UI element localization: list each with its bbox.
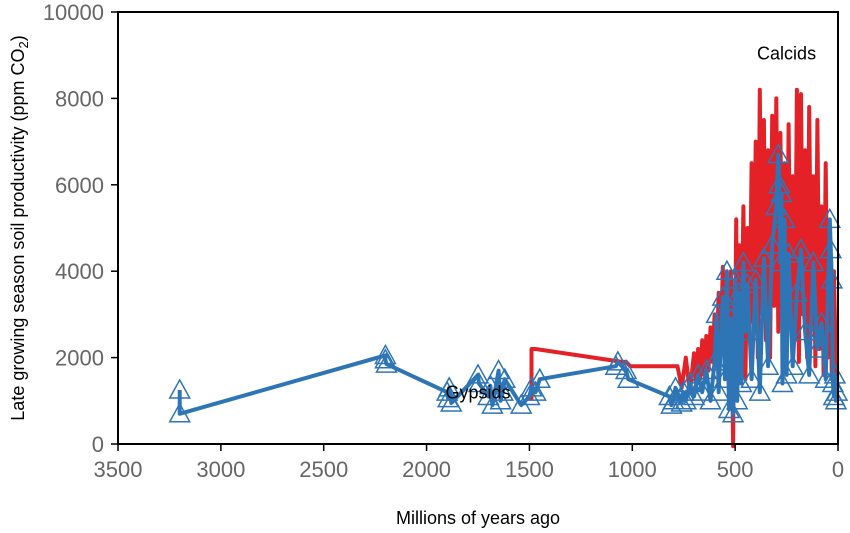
data-point-triangle: [767, 143, 790, 164]
annotation-label: Calcids: [757, 44, 816, 64]
data-point-triangle: [797, 363, 821, 384]
data-point-triangle: [168, 378, 191, 399]
data-point-triangle: [806, 337, 829, 358]
y-axis-title: Late growing season soil productivity (p…: [8, 35, 31, 420]
data-point-triangle: [528, 367, 551, 388]
y-tick-label: 10000: [43, 0, 104, 25]
x-tick-label: 0: [832, 457, 844, 482]
series-line-gypsids: [177, 152, 839, 416]
data-point-triangle: [670, 391, 693, 412]
x-tick-label: 500: [717, 457, 754, 482]
data-point-triangle: [793, 320, 817, 341]
data-point-triangle: [768, 173, 791, 194]
data-point-triangle: [374, 343, 397, 365]
data-point-triangle: [467, 371, 491, 393]
data-point-triangle: [616, 367, 640, 388]
data-point-triangle: [752, 246, 776, 267]
data-point-triangle: [725, 389, 749, 410]
data-point-triangle: [744, 268, 767, 289]
data-point-triangle: [466, 363, 490, 384]
y-tick-label: 8000: [55, 86, 104, 111]
data-point-triangle: [703, 350, 726, 371]
data-point-triangle: [439, 391, 463, 412]
data-point-triangle: [707, 380, 730, 401]
data-point-triangle: [524, 380, 547, 401]
data-point-triangle: [756, 354, 780, 375]
x-tick-label: 3000: [196, 457, 245, 482]
data-point-triangle: [765, 194, 788, 216]
data-point-triangle: [491, 380, 514, 401]
x-tick-label: 2500: [299, 457, 348, 482]
y-tick-label: 6000: [55, 173, 104, 198]
data-point-triangle: [732, 251, 755, 272]
data-point-triangle: [736, 272, 759, 293]
data-point-triangle: [785, 281, 809, 302]
data-point-triangle: [606, 350, 630, 371]
y-axis-title-main: Late growing season soil productivity (p…: [8, 49, 28, 421]
y-tick-label: 0: [92, 432, 104, 457]
data-point-triangle: [818, 207, 842, 229]
x-tick-label: 1000: [608, 457, 657, 482]
data-point-triangle: [168, 402, 191, 423]
x-axis-title: Millions of years ago: [396, 508, 560, 528]
data-point-triangle: [711, 285, 735, 306]
data-point-triangle: [825, 380, 849, 401]
data-point-triangle: [487, 359, 510, 380]
series-layer: [177, 87, 839, 449]
data-point-triangle: [715, 259, 739, 280]
data-point-triangle: [773, 207, 796, 229]
y-axis-ticks: 0 2000 4000 6000 8000 10000: [43, 0, 118, 457]
plot-frame: [117, 11, 839, 445]
data-point-triangle: [690, 380, 714, 401]
data-point-triangle: [820, 268, 844, 289]
data-point-triangle: [723, 268, 747, 289]
data-point-triangle: [719, 307, 743, 328]
data-point-triangle: [713, 367, 737, 388]
data-point-triangle: [375, 352, 398, 373]
data-point-triangle: [781, 354, 805, 375]
x-tick-label: 3500: [94, 457, 143, 482]
plot-area: [168, 87, 849, 449]
y-tick-label: 2000: [55, 346, 104, 371]
data-point-triangle: [682, 384, 706, 406]
data-point-triangle: [819, 238, 843, 259]
data-point-triangle: [748, 380, 772, 401]
data-point-triangle: [789, 238, 813, 259]
y-tick-label: 4000: [55, 259, 104, 284]
data-point-triangle: [374, 348, 397, 369]
data-point-triangle: [481, 393, 504, 414]
data-point-triangle: [740, 367, 763, 388]
data-point-triangle: [760, 233, 784, 255]
data-point-triangle: [493, 367, 517, 388]
x-tick-label: 1500: [505, 457, 554, 482]
y-axis-title-close: ): [8, 35, 28, 41]
data-point-triangle: [802, 251, 825, 272]
marker-layer: [168, 143, 849, 423]
data-point-triangle: [705, 302, 728, 324]
data-point-triangle: [770, 181, 793, 203]
data-point-triangle: [734, 320, 757, 341]
data-point-triangle: [810, 311, 833, 332]
data-point-triangle: [674, 389, 698, 410]
data-point-triangle: [686, 363, 710, 384]
x-axis-ticks: 3500 3000 2500 2000 1500 1000 500 0: [94, 444, 844, 482]
annotation-label: Gypsids: [445, 383, 510, 403]
data-point-triangle: [614, 359, 638, 380]
data-point-triangle: [730, 371, 753, 393]
data-point-triangle: [721, 402, 745, 423]
data-point-triangle: [823, 363, 847, 384]
y-axis-title-subscript: 2: [16, 41, 31, 48]
x-tick-label: 2000: [402, 457, 451, 482]
annotations: Calcids Gypsids: [445, 44, 816, 403]
